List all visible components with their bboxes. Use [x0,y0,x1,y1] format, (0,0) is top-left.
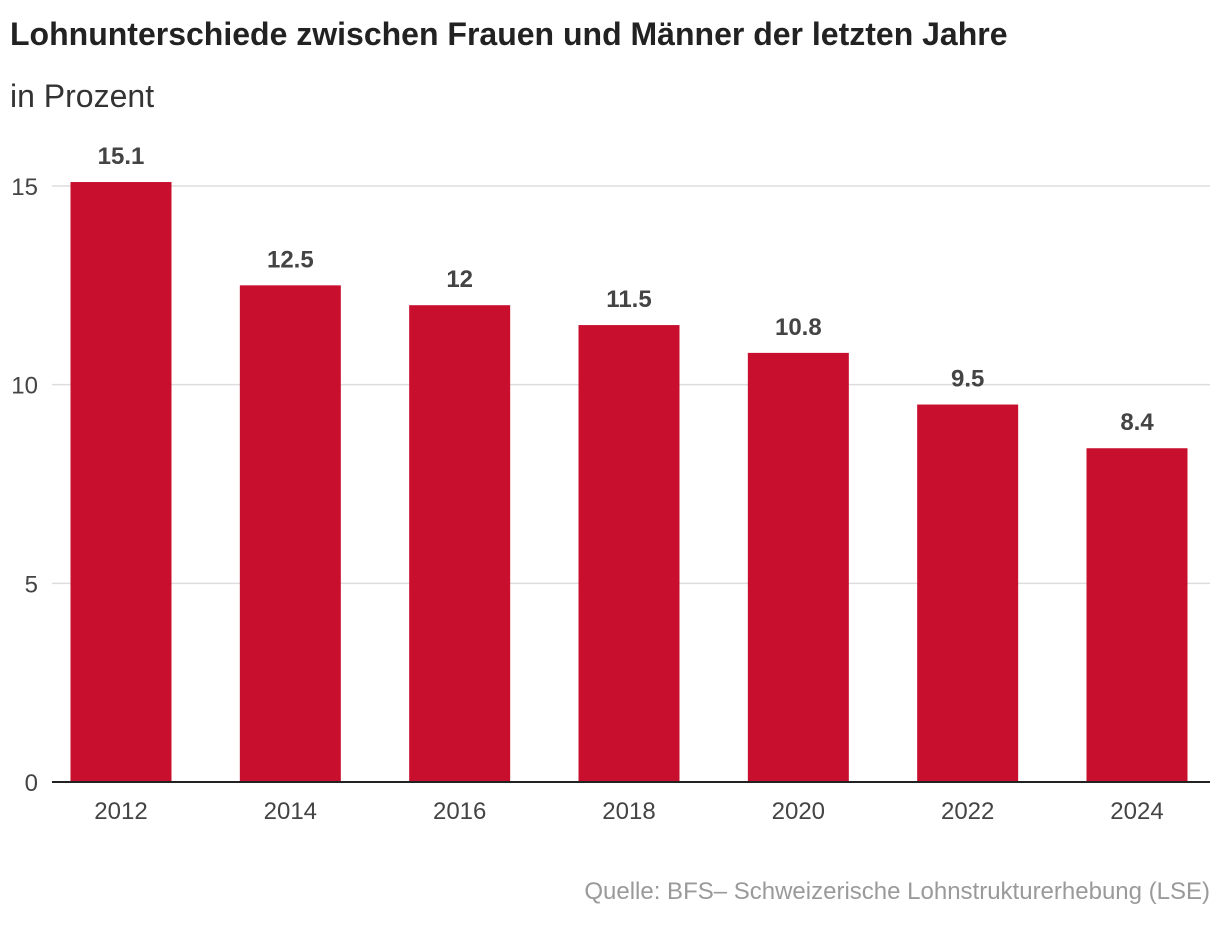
bar [239,285,341,782]
value-label: 8.4 [1120,409,1154,436]
bar [578,325,680,782]
bar [747,352,849,782]
value-labels: 15.1 12.5 12 11.5 10.8 9.5 8.4 [98,143,1155,436]
y-tick-labels: 0 5 10 15 [11,174,38,797]
value-label: 10.8 [775,314,822,341]
x-tick-label: 2024 [1110,798,1163,825]
x-tick-label: 2014 [264,798,317,825]
value-label: 15.1 [98,143,145,170]
chart-title: Lohnunterschiede zwischen Frauen und Män… [10,16,1008,52]
y-tick-label: 15 [11,174,38,201]
chart-subtitle: in Prozent [10,78,155,114]
y-tick-label: 10 [11,373,38,400]
bar [70,182,172,782]
value-label: 12 [446,266,473,293]
x-tick-label: 2012 [94,798,147,825]
bar [917,404,1019,782]
x-tick-label: 2016 [433,798,486,825]
bar [409,305,511,782]
value-label: 12.5 [267,246,314,273]
x-tick-label: 2020 [772,798,825,825]
x-tick-label: 2018 [602,798,655,825]
bar [1086,448,1188,782]
source-note: Quelle: BFS– Schweizerische Lohnstruktur… [584,878,1210,905]
x-tick-labels: 2012 2014 2016 2018 2020 2022 2024 [94,798,1163,825]
y-tick-label: 0 [25,770,38,797]
value-label: 9.5 [951,366,984,393]
value-label: 11.5 [606,286,651,313]
y-tick-label: 5 [25,571,38,598]
x-tick-label: 2022 [941,798,994,825]
bars [70,182,1188,782]
